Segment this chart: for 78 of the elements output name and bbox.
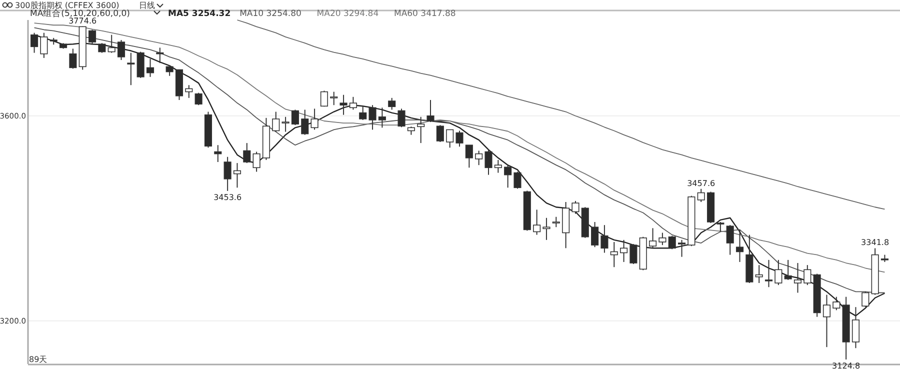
candlestick (330, 91, 338, 106)
candlestick (301, 109, 309, 136)
candlestick (572, 200, 580, 214)
candlestick (108, 34, 116, 54)
candlestick (494, 159, 502, 174)
candlestick (417, 116, 425, 144)
candlestick (146, 58, 154, 78)
annotation: 3774.6 (68, 16, 97, 26)
text: MA60 3417.88 (394, 9, 456, 19)
candlestick (852, 306, 860, 349)
candlestick (862, 291, 870, 308)
candlestick (649, 228, 657, 249)
text: MA组合(5,10,20,60,0,0) (30, 8, 130, 19)
annotation: 3453.6 (214, 192, 242, 202)
candlestick (252, 151, 260, 172)
candlestick (736, 229, 744, 262)
candlestick (456, 130, 464, 148)
candlestick (98, 42, 106, 54)
candlestick (822, 294, 831, 348)
candlestick (465, 144, 473, 168)
candlestick (716, 221, 724, 232)
candlestick (446, 129, 454, 148)
candlestick (320, 90, 328, 108)
candlestick (224, 156, 232, 192)
candlestick (804, 264, 812, 286)
candlestick (127, 52, 135, 86)
candlestick (310, 108, 318, 130)
candlestick (610, 241, 618, 268)
candlestick (69, 48, 77, 70)
annotation: 3124.8 (832, 361, 860, 369)
candlestick (475, 150, 483, 166)
candlestick (117, 39, 126, 60)
candlestick (678, 239, 686, 258)
chart-subtitle: 日线 (139, 1, 155, 10)
candlestick (359, 106, 367, 120)
candlestick (591, 221, 599, 248)
candlestick (542, 217, 550, 240)
annotation: 3341.8 (861, 238, 890, 248)
candlestick (291, 109, 299, 126)
candlestick (504, 164, 512, 188)
candlestick (552, 216, 560, 228)
candlestick (233, 162, 242, 188)
candlestick (697, 188, 705, 202)
candlestick (378, 107, 386, 128)
candlestick (368, 104, 376, 130)
candlestick (166, 65, 174, 76)
candlestick (620, 239, 628, 262)
candlestick (398, 108, 406, 128)
candlestick (40, 32, 48, 58)
candlestick (349, 96, 357, 110)
candlestick (185, 84, 193, 98)
candlestick (272, 111, 280, 132)
candlestick (243, 142, 251, 164)
candlestick (282, 116, 290, 132)
candlestick (774, 259, 782, 286)
annotation: 3457.6 (687, 178, 716, 188)
candlestick (340, 94, 348, 116)
candlestick (426, 99, 434, 123)
candlestick (832, 296, 840, 311)
candlestick (668, 235, 676, 250)
candlestick (764, 259, 773, 288)
text: MA10 3254.80 (240, 9, 302, 19)
candlestick (533, 209, 541, 236)
chart-title: 300股指期权 (CFFEX 3600) (15, 1, 120, 10)
candlestick (658, 232, 666, 246)
candlestick (600, 224, 608, 254)
candlestick (514, 171, 522, 190)
candlestick (630, 244, 638, 265)
candlestick (484, 149, 492, 176)
candlestick (388, 97, 396, 110)
candlestick (436, 124, 444, 143)
candlestick (794, 262, 802, 294)
annotation: 89天 (29, 355, 48, 364)
text: MA20 3294.84 (316, 9, 379, 19)
candlestick (194, 92, 202, 106)
text: MA5 3254.32 (168, 9, 231, 19)
candlestick (784, 259, 792, 280)
candlestick (726, 224, 734, 256)
